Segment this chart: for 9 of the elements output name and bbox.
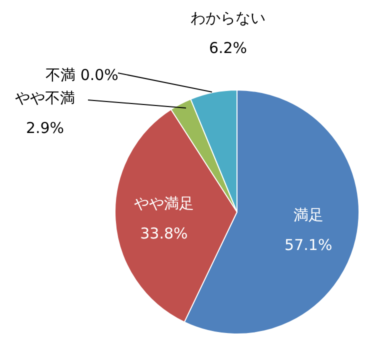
category-label: 不満 0.0% [46, 66, 118, 84]
data-label: 57.1% [284, 236, 332, 254]
data-label: 6.2% [208, 39, 248, 57]
data-label: 2.9% [26, 119, 64, 137]
slice-label: やや不満 [15, 89, 75, 107]
slice-label: 満足 [293, 206, 324, 224]
data-label: 33.8% [140, 224, 188, 243]
slice-label: やや満足 [134, 194, 194, 213]
slice-label: わからない [190, 9, 266, 27]
